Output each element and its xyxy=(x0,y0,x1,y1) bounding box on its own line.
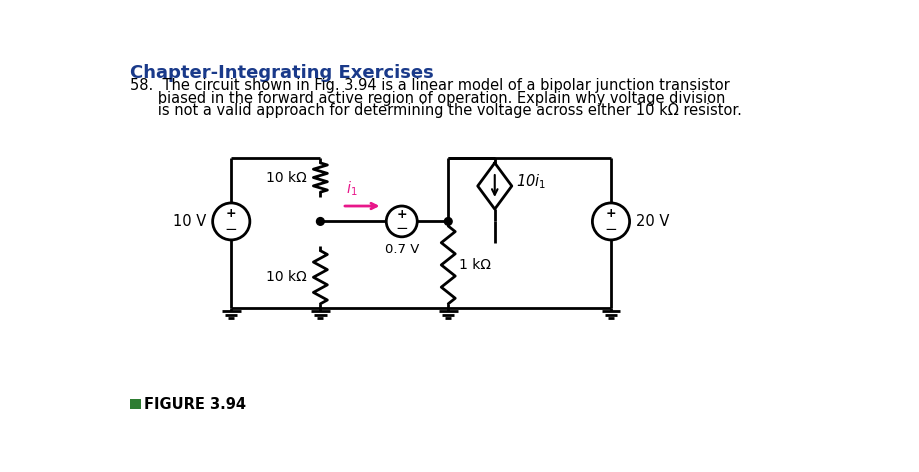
Text: $i_1$: $i_1$ xyxy=(346,180,357,198)
Text: 58.  The circuit shown in Fig. 3.94 is a linear model of a bipolar junction tran: 58. The circuit shown in Fig. 3.94 is a … xyxy=(130,78,730,93)
Text: −: − xyxy=(604,222,617,237)
Text: 0.7 V: 0.7 V xyxy=(384,243,418,256)
Circle shape xyxy=(444,218,451,225)
FancyBboxPatch shape xyxy=(130,399,141,409)
Text: −: − xyxy=(395,221,408,236)
Text: +: + xyxy=(226,207,236,219)
Text: 20 V: 20 V xyxy=(635,214,668,229)
Text: FIGURE 3.94: FIGURE 3.94 xyxy=(143,397,245,412)
Text: 1 kΩ: 1 kΩ xyxy=(459,258,491,272)
Text: +: + xyxy=(396,208,406,221)
Text: 10$i_1$: 10$i_1$ xyxy=(516,173,545,192)
Text: Chapter-Integrating Exercises: Chapter-Integrating Exercises xyxy=(130,64,434,82)
Text: −: − xyxy=(224,222,237,237)
Circle shape xyxy=(316,218,323,225)
Text: biased in the forward active region of operation. Explain why voltage division: biased in the forward active region of o… xyxy=(130,91,725,106)
Text: is not a valid approach for determining the voltage across either 10 kΩ resistor: is not a valid approach for determining … xyxy=(130,103,742,118)
Text: +: + xyxy=(605,207,616,219)
Text: 10 V: 10 V xyxy=(173,214,206,229)
Text: 10 kΩ: 10 kΩ xyxy=(266,270,306,284)
Text: 10 kΩ: 10 kΩ xyxy=(266,170,306,185)
